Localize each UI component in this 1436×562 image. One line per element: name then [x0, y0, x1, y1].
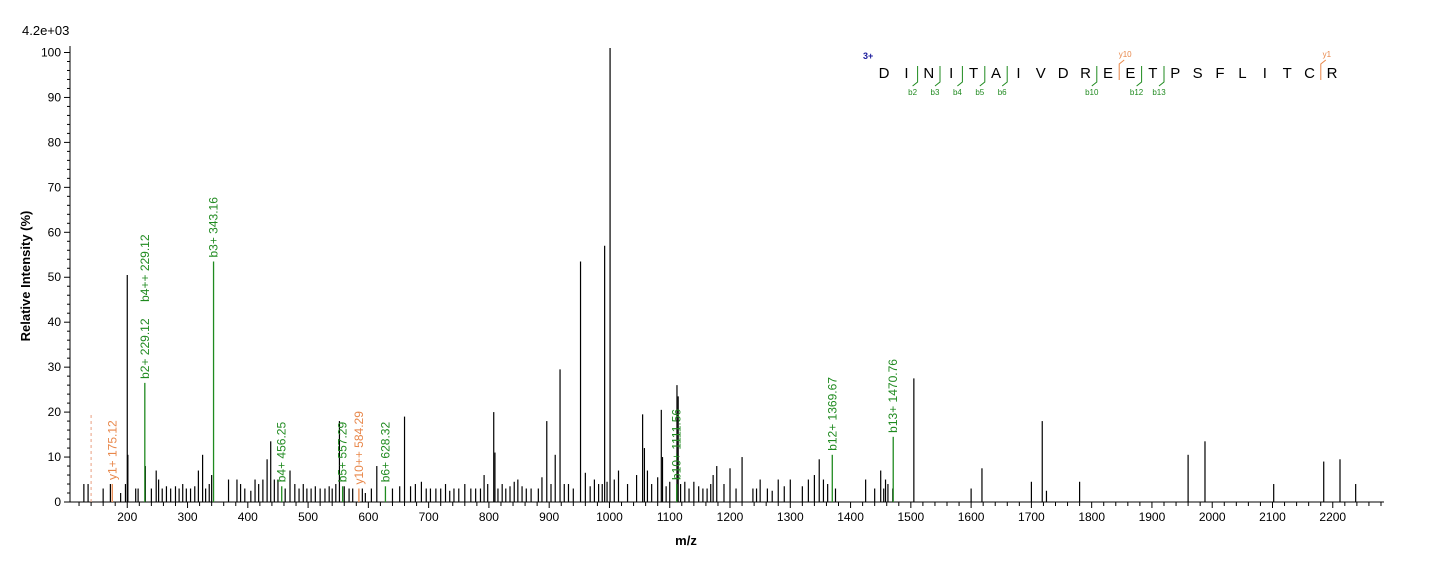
residue-letter: D [879, 65, 890, 82]
x-tick-label: 1500 [897, 510, 924, 524]
y-axis-title: Relative Intensity (%) [18, 211, 33, 342]
residue-letter: L [1238, 65, 1246, 82]
y-tick-label: 30 [48, 360, 62, 374]
x-tick-label: 1100 [657, 510, 683, 524]
residue-letter: I [904, 65, 908, 82]
residue-letter: I [949, 65, 953, 82]
x-tick-label: 2200 [1319, 510, 1346, 524]
precursor-charge-label: 3+ [863, 51, 873, 61]
residue-letter: F [1215, 65, 1224, 82]
peptide-sequence-map: 3+D I N I T A I V D R E E T P S F L I T C Rb2 b3 b4 b5 b6 b10 b12 b… [863, 50, 1338, 97]
y-tick-label: 70 [48, 180, 62, 194]
y-tick-label: 100 [41, 45, 61, 59]
peak-annotation-label: b6+ 628.32 [378, 422, 392, 483]
peak-annotation-label: b4+ 456.25 [275, 422, 289, 483]
plot-area: 200 300 400 500 600 700 800 900 1000 1100 1200 1300… [41, 45, 1384, 524]
b-ion-bracket [1136, 66, 1143, 87]
residue-letter: I [1263, 65, 1267, 82]
intensity-scale-label: 4.2e+03 [22, 23, 69, 38]
b-ion-bracket [934, 66, 941, 87]
residue-letter: A [991, 65, 1001, 82]
residue-letter: N [923, 65, 934, 82]
peak-annotation-label: b5+ 557.29 [336, 422, 350, 483]
residue-letter: T [969, 65, 978, 82]
y-tick-label: 90 [48, 90, 62, 104]
x-tick-label: 900 [539, 510, 559, 524]
x-axis-title: m/z [675, 533, 697, 548]
b-ion-bracket [912, 66, 919, 87]
residue-letter: T [1148, 65, 1157, 82]
x-tick-label: 300 [178, 510, 198, 524]
residue-letter: I [1016, 65, 1020, 82]
peak-annotation-label: b3+ 343.16 [207, 197, 221, 258]
residue-letter: C [1304, 65, 1315, 82]
x-tick-label: 1700 [1018, 510, 1045, 524]
x-tick-label: 200 [117, 510, 137, 524]
b-ion-bracket [1001, 66, 1008, 87]
b-ion-label: b6 [998, 88, 1007, 97]
b-ion-bracket [1091, 66, 1098, 87]
x-tick-label: 800 [479, 510, 499, 524]
residue-letter: V [1036, 65, 1046, 82]
residue-letter: R [1080, 65, 1091, 82]
b-ion-label: b4 [953, 88, 962, 97]
y-tick-label: 20 [48, 405, 62, 419]
x-tick-label: 1300 [777, 510, 804, 524]
y-tick-label: 40 [48, 315, 62, 329]
peak-annotation-label: b4++ 229.12 [138, 234, 152, 302]
x-tick-label: 600 [358, 510, 378, 524]
y-tick-label: 10 [48, 450, 62, 464]
b-ion-label: b10 [1085, 88, 1099, 97]
y-tick-label: 50 [48, 270, 62, 284]
x-tick-label: 2000 [1199, 510, 1226, 524]
peak-annotation-label: b2+ 229.12 [138, 318, 152, 379]
peak-annotation-label: b12+ 1369.67 [825, 377, 839, 451]
b-ion-bracket [1158, 66, 1165, 87]
residue-letter: S [1193, 65, 1203, 82]
x-tick-label: 1000 [596, 510, 623, 524]
y-ion-label: y10 [1119, 50, 1132, 59]
y-tick-label: 60 [48, 225, 62, 239]
x-tick-label: 1400 [837, 510, 864, 524]
residue-letter: P [1170, 65, 1180, 82]
b-ion-bracket [979, 66, 986, 87]
residue-letter: T [1283, 65, 1292, 82]
residue-letter: D [1058, 65, 1069, 82]
residue-letter: R [1327, 65, 1338, 82]
residue-letter: E [1103, 65, 1113, 82]
b-ion-label: b2 [908, 88, 917, 97]
x-tick-label: 1800 [1078, 510, 1105, 524]
y-ion-bracket [1118, 59, 1125, 80]
peak-annotation-label: y10++ 584.29 [352, 411, 366, 485]
y-tick-label: 0 [54, 495, 61, 509]
x-tick-label: 500 [298, 510, 318, 524]
x-tick-label: 2100 [1259, 510, 1286, 524]
x-tick-label: 1600 [958, 510, 985, 524]
peak-annotation-label: b10+ 1111.56 [670, 409, 684, 480]
peak-annotation-label: b13+ 1470.76 [886, 359, 900, 433]
b-ion-label: b13 [1152, 88, 1166, 97]
b-ion-label: b12 [1130, 88, 1144, 97]
y-ion-bracket [1320, 59, 1327, 80]
y-ion-label: y1 [1323, 50, 1332, 59]
b-ion-label: b5 [975, 88, 984, 97]
y-tick-label: 80 [48, 135, 62, 149]
peak-annotation-label: y1+ 175.12 [105, 420, 119, 480]
x-tick-label: 400 [238, 510, 258, 524]
x-tick-label: 700 [419, 510, 439, 524]
b-ion-bracket [957, 66, 963, 87]
b-ion-label: b3 [931, 88, 940, 97]
residue-letter: E [1125, 65, 1135, 82]
x-tick-label: 1900 [1139, 510, 1166, 524]
x-tick-label: 1200 [717, 510, 744, 524]
